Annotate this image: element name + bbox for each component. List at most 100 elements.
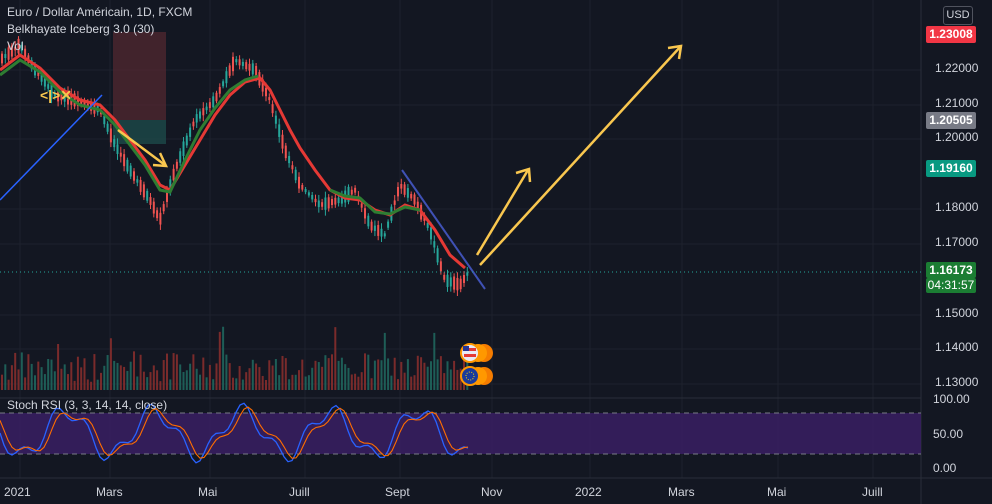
volume-bar bbox=[387, 358, 390, 390]
volume-bar bbox=[123, 366, 126, 390]
volume-bar bbox=[205, 377, 208, 390]
candle-body bbox=[40, 74, 43, 82]
volume-legend[interactable]: Vol bbox=[7, 39, 24, 53]
candle-body bbox=[20, 44, 23, 52]
candle-body bbox=[4, 54, 7, 58]
candle-body bbox=[149, 197, 152, 205]
volume-bar bbox=[423, 362, 426, 390]
stoch-scale-label: 50.00 bbox=[933, 427, 964, 441]
volume-bar bbox=[1, 374, 3, 390]
candle-body bbox=[459, 278, 462, 290]
volume-bar bbox=[222, 326, 225, 390]
candle-body bbox=[24, 48, 27, 59]
candle-body bbox=[453, 276, 456, 290]
price-tag-current: 1.16173 bbox=[926, 262, 976, 278]
candle-body bbox=[334, 197, 337, 205]
stoch-scale-label: 100.00 bbox=[933, 392, 970, 406]
stoch-legend[interactable]: Stoch RSI (3, 3, 14, 14, close) bbox=[7, 398, 168, 412]
volume-bar bbox=[354, 373, 357, 390]
candle-body bbox=[274, 115, 277, 124]
volume-bar bbox=[80, 367, 83, 390]
candle-body bbox=[364, 208, 366, 219]
candle-body bbox=[456, 277, 459, 291]
candle-body bbox=[103, 115, 106, 125]
volume-bar bbox=[347, 367, 350, 390]
price-label: 1.21000 bbox=[935, 96, 979, 110]
position-loss-zone[interactable] bbox=[113, 32, 166, 120]
trendline-up[interactable] bbox=[0, 94, 103, 201]
candle-body bbox=[169, 179, 172, 192]
price-label: 1.13000 bbox=[935, 375, 979, 389]
volume-bar bbox=[142, 371, 145, 390]
candle-body bbox=[218, 87, 221, 94]
volume-bar bbox=[126, 370, 129, 390]
volume-bar bbox=[307, 375, 310, 390]
price-label: 1.20000 bbox=[935, 130, 979, 144]
volume-bar bbox=[364, 353, 366, 390]
volume-bar bbox=[17, 369, 20, 390]
candle-body bbox=[271, 104, 274, 114]
trendline-down[interactable] bbox=[401, 169, 486, 290]
candle-body bbox=[162, 204, 165, 212]
price-label: 1.14000 bbox=[935, 340, 979, 354]
candle-body bbox=[446, 274, 449, 287]
candle-body bbox=[340, 193, 343, 204]
volume-bar bbox=[248, 368, 251, 390]
price-label: 1.18000 bbox=[935, 200, 979, 214]
volume-bar bbox=[383, 332, 386, 390]
volume-bar bbox=[149, 372, 152, 390]
candle-body bbox=[76, 96, 79, 106]
volume-bar bbox=[159, 381, 162, 390]
volume-bar bbox=[57, 343, 60, 390]
volume-bar bbox=[430, 361, 432, 390]
eu-flag-event-icon[interactable] bbox=[460, 366, 493, 386]
candle-body bbox=[393, 200, 396, 205]
iceberg-green-line bbox=[0, 58, 259, 194]
price-tag-target: 1.23008 bbox=[926, 26, 976, 43]
volume-bar bbox=[63, 364, 66, 390]
price-label: 1.22000 bbox=[935, 61, 979, 75]
candle-body bbox=[383, 233, 386, 237]
volume-bar bbox=[258, 367, 261, 390]
indicator-legend[interactable]: Belkhayate Iceberg 3.0 (30) bbox=[7, 22, 155, 36]
candle-body bbox=[47, 84, 50, 89]
candle-body bbox=[261, 79, 264, 92]
candle-body bbox=[294, 169, 297, 181]
volume-bar bbox=[53, 371, 56, 390]
symbol-title[interactable]: Euro / Dollar Américain, 1D, FXCM bbox=[7, 5, 193, 19]
candle-body bbox=[373, 225, 376, 231]
candle-body bbox=[116, 144, 119, 154]
candle-body bbox=[53, 93, 56, 97]
candle-body bbox=[172, 168, 175, 181]
volume-bar bbox=[146, 377, 149, 390]
volume-bar bbox=[284, 358, 287, 390]
candle-body bbox=[350, 189, 353, 195]
candle-body bbox=[179, 151, 182, 163]
time-tick: Mai bbox=[198, 485, 218, 499]
volume-bar bbox=[30, 363, 33, 390]
volume-bar bbox=[426, 366, 429, 390]
candle-body bbox=[57, 90, 60, 102]
volume-bar bbox=[113, 360, 116, 390]
countdown-timer: 04:31:57 bbox=[926, 278, 976, 293]
candle-body bbox=[232, 56, 234, 72]
candle-body bbox=[324, 197, 327, 210]
candle-body bbox=[63, 93, 66, 102]
candle-body bbox=[360, 203, 363, 208]
candle-body bbox=[387, 221, 390, 228]
volume-bar bbox=[172, 353, 175, 390]
candle-body bbox=[255, 66, 258, 79]
volume-bar bbox=[360, 372, 363, 390]
volume-bar bbox=[199, 374, 201, 390]
candle-body bbox=[80, 100, 83, 105]
projection-arrows[interactable] bbox=[117, 44, 683, 266]
candle-body bbox=[212, 96, 215, 108]
volume-bar bbox=[453, 360, 456, 390]
currency-button[interactable]: USD bbox=[943, 6, 973, 25]
volume-bar bbox=[100, 372, 102, 390]
us-flag-event-icon[interactable] bbox=[460, 343, 493, 363]
candle-body bbox=[238, 59, 241, 66]
candle-body bbox=[146, 190, 149, 201]
volume-bar bbox=[377, 359, 380, 390]
